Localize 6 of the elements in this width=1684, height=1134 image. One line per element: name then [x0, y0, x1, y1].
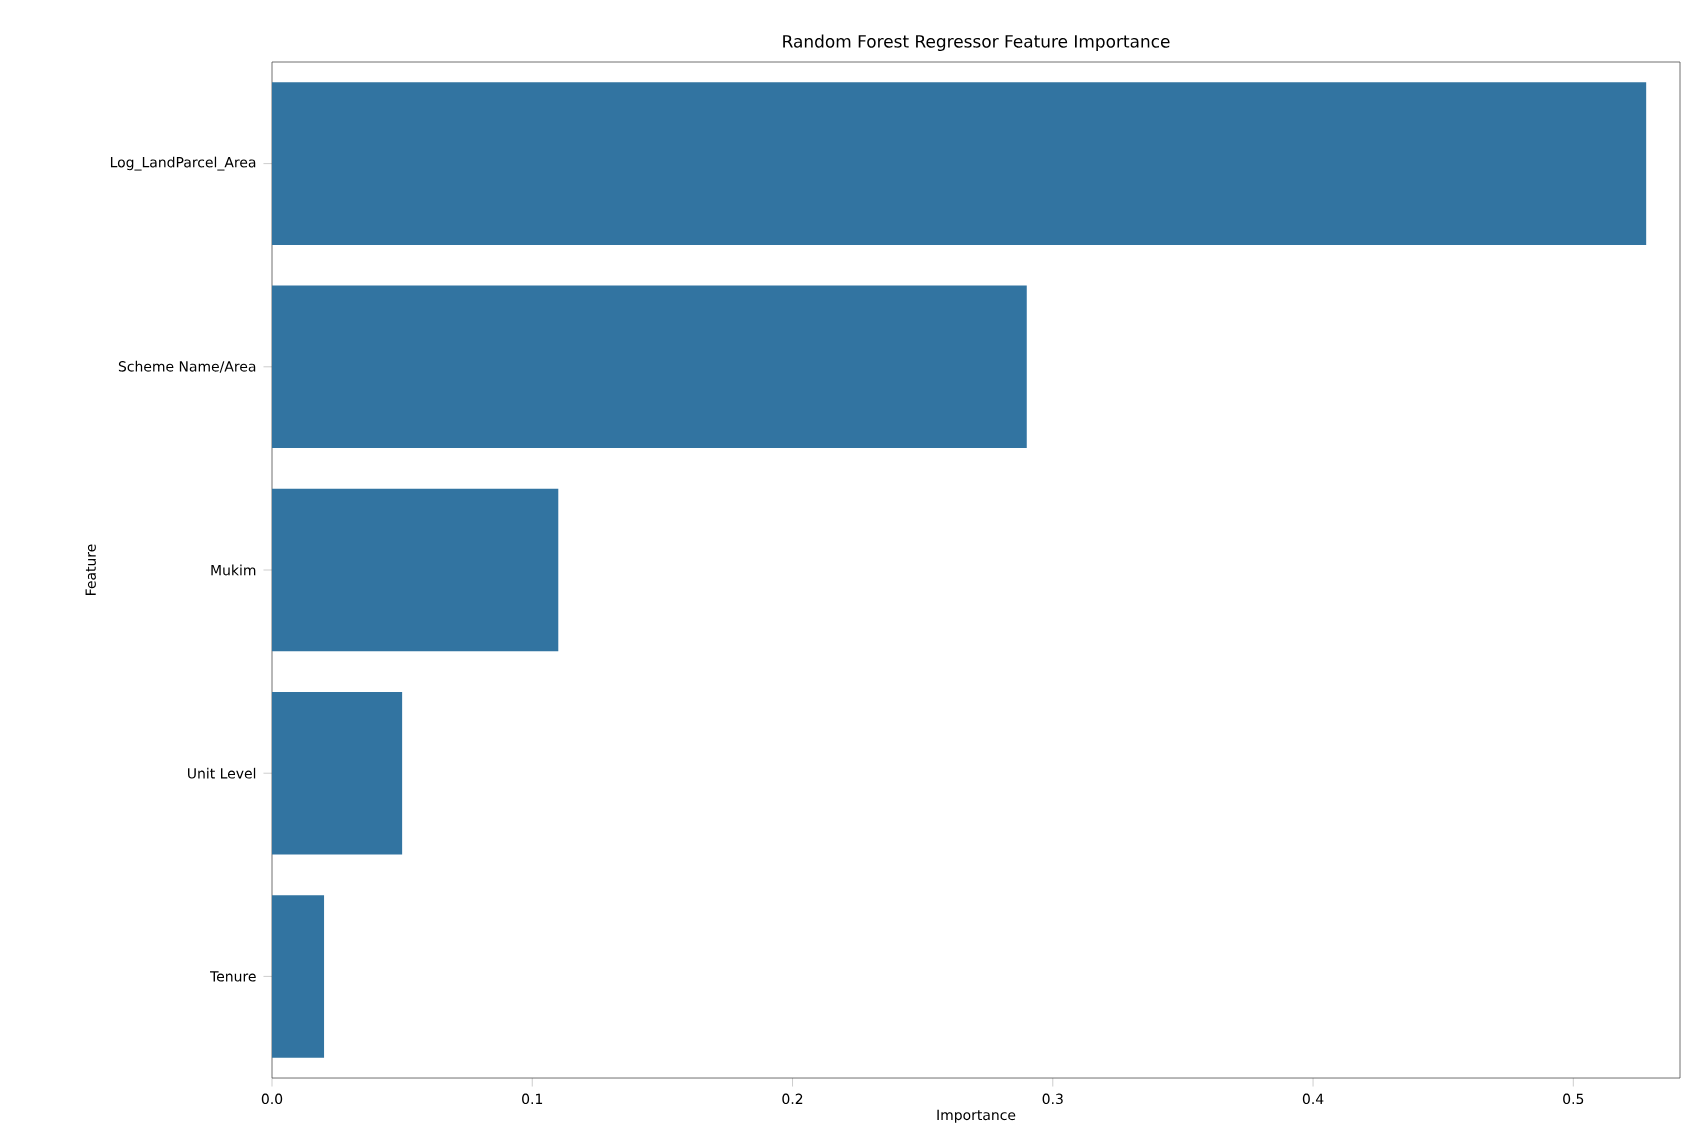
- bar: [272, 691, 403, 855]
- chart-title: Random Forest Regressor Feature Importance: [783, 34, 1170, 52]
- bar: [272, 895, 325, 1058]
- bar: [272, 285, 1027, 449]
- bar: [272, 488, 559, 652]
- bar: [272, 82, 1647, 245]
